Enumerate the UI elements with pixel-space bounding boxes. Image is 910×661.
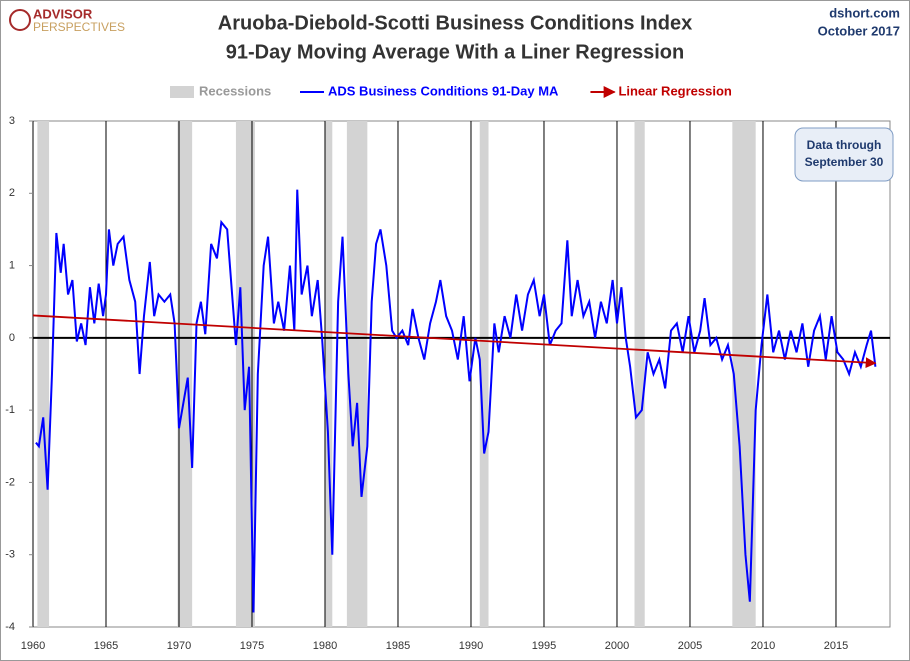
chart-title: Aruoba-Diebold-Scotti Business Condition… xyxy=(218,12,692,34)
x-tick-label: 2015 xyxy=(824,640,848,652)
y-tick-label: 1 xyxy=(9,259,15,271)
y-tick-label: 0 xyxy=(9,332,15,344)
chart-subtitle: 91-Day Moving Average With a Liner Regre… xyxy=(226,41,684,63)
recession-band xyxy=(479,121,489,627)
data-line xyxy=(35,189,877,613)
y-tick-label: -2 xyxy=(5,476,15,488)
x-tick-label: 1985 xyxy=(386,640,410,652)
legend-label: Recessions xyxy=(199,83,271,98)
annotation: Data through xyxy=(807,138,882,152)
plot-border xyxy=(32,120,891,628)
brand-name: ADVISOR xyxy=(33,6,93,21)
brand-tagline: PERSPECTIVES xyxy=(33,20,125,34)
legend: Recessions ADS Business Conditions 91-Day… xyxy=(170,83,732,98)
legend-label: Linear Regression xyxy=(618,83,731,98)
recession-band xyxy=(634,121,645,627)
x-tick-label: 1970 xyxy=(167,640,191,652)
logo-icon xyxy=(9,9,31,31)
y-tick-label: -4 xyxy=(5,621,15,633)
recession-band xyxy=(37,121,50,627)
y-tick-label: 2 xyxy=(9,187,15,199)
y-tick-label: -1 xyxy=(5,404,15,416)
regression-line xyxy=(32,314,877,369)
recession-band xyxy=(235,121,255,627)
x-tick-label: 1990 xyxy=(459,640,483,652)
y-tick-label: -3 xyxy=(5,549,15,561)
annotation: September 30 xyxy=(805,155,884,169)
x-tick-label: 2010 xyxy=(751,640,775,652)
recession-band xyxy=(324,121,333,627)
x-tick-label: 2005 xyxy=(678,640,702,652)
recession-band xyxy=(346,121,368,627)
x-tick-label: 1960 xyxy=(21,640,45,652)
date: October 2017 xyxy=(818,23,900,38)
legend-swatch xyxy=(170,86,194,98)
annotation-box xyxy=(794,127,894,182)
legend-label: ADS Business Conditions 91-Day MA xyxy=(328,83,559,98)
source: dshort.com xyxy=(829,5,900,20)
x-tick-label: 1980 xyxy=(313,640,337,652)
y-tick-label: 3 xyxy=(9,115,15,127)
x-tick-label: 1965 xyxy=(94,640,118,652)
recession-band xyxy=(732,121,756,627)
x-tick-label: 2000 xyxy=(605,640,629,652)
plot-area: 1960 1965 1970 1975 1980 1985 1990 1995 2000 2005… xyxy=(5,115,891,652)
x-tick-label: 1975 xyxy=(240,640,264,652)
x-tick-label: 1995 xyxy=(532,640,556,652)
recession-band xyxy=(177,121,193,627)
